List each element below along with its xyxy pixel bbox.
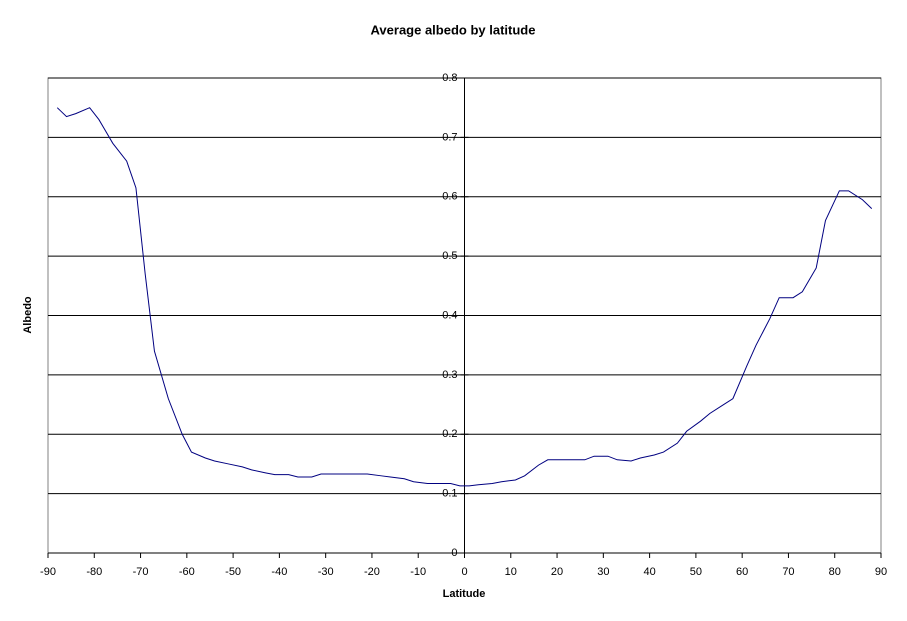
x-tick-label: -20 (364, 566, 380, 578)
x-tick-label: 10 (505, 566, 517, 578)
y-tick-label: 0.7 (442, 131, 457, 143)
x-tick-label: 40 (643, 566, 655, 578)
x-tick-label: 90 (875, 566, 887, 578)
x-tick-label: 20 (551, 566, 563, 578)
x-tick-label: -40 (271, 566, 287, 578)
x-tick-label: 60 (736, 566, 748, 578)
x-tick-label: 70 (782, 566, 794, 578)
chart-title: Average albedo by latitude (371, 22, 536, 37)
x-tick-label: -70 (133, 566, 149, 578)
x-tick-label: -90 (40, 566, 56, 578)
x-tick-label: -80 (86, 566, 102, 578)
y-tick-label: 0.8 (442, 72, 457, 84)
y-tick-label: 0.2 (442, 428, 457, 440)
y-tick-label: 0.4 (442, 309, 457, 321)
y-tick-label: 0.1 (442, 488, 457, 500)
x-tick-label: 50 (690, 566, 702, 578)
x-tick-label: 80 (829, 566, 841, 578)
data-line (56, 107, 873, 487)
x-tick-label: -30 (318, 566, 334, 578)
x-axis-label: Latitude (443, 588, 486, 600)
y-axis-label: Albedo (22, 296, 34, 334)
y-tick-label: 0.6 (442, 191, 457, 203)
y-tick-label: 0.5 (442, 250, 457, 262)
x-tick-label: 30 (597, 566, 609, 578)
x-tick-label: -60 (179, 566, 195, 578)
x-tick-label: 0 (461, 566, 467, 578)
x-tick-label: -10 (410, 566, 426, 578)
x-tick-label: -50 (225, 566, 241, 578)
y-tick-label: 0.3 (442, 369, 457, 381)
